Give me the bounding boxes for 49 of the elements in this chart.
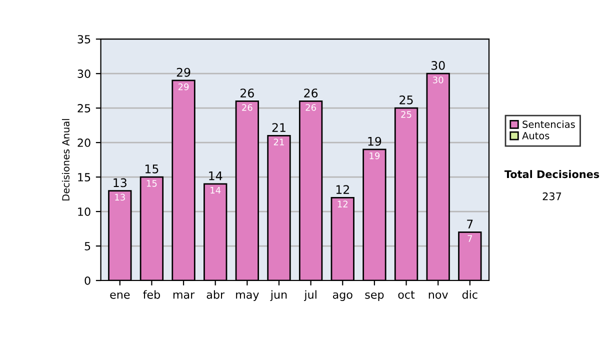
- x-tick-label: jul: [304, 290, 316, 301]
- y-tick-label: 25: [78, 104, 90, 112]
- data-label: 13: [115, 194, 125, 201]
- data-label: 26: [306, 104, 316, 111]
- data-label: 29: [178, 83, 189, 90]
- data-label: 30: [433, 76, 444, 84]
- x-tick-label: mar: [173, 292, 195, 299]
- data-label: 15: [146, 180, 157, 187]
- total-label: 26: [304, 88, 318, 98]
- x-tick-label: may: [236, 292, 259, 301]
- data-label: 25: [401, 110, 412, 118]
- y-tick-label: 35: [78, 35, 90, 44]
- total-label: 19: [368, 136, 382, 146]
- x-tick-label: oct: [398, 290, 415, 299]
- legend-label: Autos: [522, 132, 550, 140]
- data-label: 19: [370, 152, 380, 160]
- y-axis-title: Decisiones Anual: [62, 119, 70, 200]
- x-tick-label: abr: [206, 290, 225, 299]
- total-label: 30: [431, 60, 445, 70]
- total-label: 29: [176, 68, 190, 77]
- data-label: 7: [468, 235, 472, 242]
- y-tick-label: 5: [84, 242, 90, 250]
- total-label: 14: [209, 172, 222, 180]
- x-tick-label: ene: [110, 292, 130, 299]
- x-tick-label: jun: [270, 290, 287, 301]
- x-tick-label: nov: [428, 292, 448, 299]
- y-tick-label: 15: [78, 173, 90, 182]
- total-label: 13: [114, 178, 126, 188]
- y-tick-label: 20: [78, 138, 90, 147]
- data-label: 12: [338, 200, 348, 208]
- y-tick-label: 10: [78, 208, 90, 216]
- x-tick-label: sep: [365, 292, 384, 301]
- y-tick-label: 30: [78, 70, 90, 78]
- total-label: 21: [272, 123, 286, 132]
- total-label: 15: [145, 164, 158, 174]
- total-label: 12: [336, 185, 349, 194]
- data-label: 21: [274, 138, 284, 146]
- y-tick-label: 0: [84, 276, 90, 285]
- total-label: 7: [467, 220, 473, 228]
- x-tick-label: feb: [143, 290, 160, 299]
- legend-label: Sentencias: [522, 120, 575, 128]
- data-label: 14: [210, 186, 221, 194]
- total-label: 25: [400, 95, 413, 104]
- total-label: 26: [240, 88, 254, 98]
- data-label: 26: [242, 104, 252, 111]
- x-tick-label: ago: [332, 292, 352, 301]
- text: 237: [542, 192, 562, 200]
- x-tick-label: dic: [462, 290, 478, 299]
- text: Total Decisiones: [504, 170, 600, 178]
